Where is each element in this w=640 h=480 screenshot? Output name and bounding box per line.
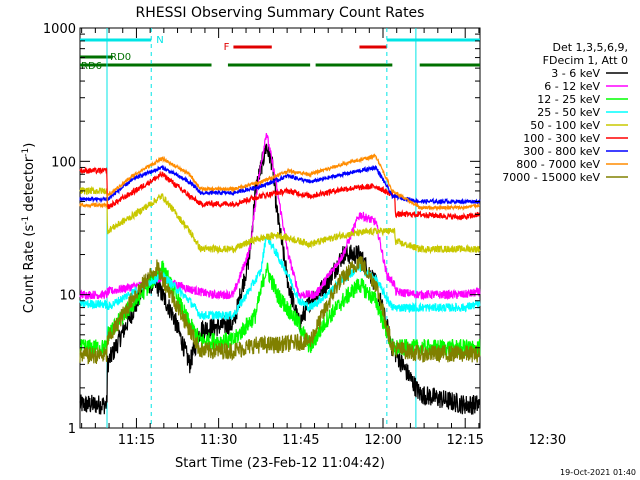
x-tick-label: 11:15 [118, 433, 155, 448]
flag-label-rd0: RD0 [110, 52, 131, 63]
legend-entry-label: 25 - 50 keV [537, 106, 600, 119]
x-axis-label: Start Time (23-Feb-12 11:04:42) [175, 456, 385, 471]
legend-entry-label: 3 - 6 keV [551, 67, 600, 80]
legend-entry-label: 7000 - 15000 keV [502, 171, 600, 184]
y-axis-label-sup: -1 [21, 216, 31, 225]
series-line [79, 166, 481, 221]
legend-entry-label: 50 - 100 keV [530, 119, 600, 132]
y-tick-label: 100 [51, 155, 76, 170]
x-tick-label: 11:30 [200, 433, 237, 448]
legend-entry-label: 100 - 300 keV [523, 132, 600, 145]
legend: Det 1,3,5,6,9, FDecim 1, Att 0 3 - 6 keV… [502, 41, 628, 184]
flag-label-n: N [156, 35, 163, 46]
axes: 1 10 100 1000 11:15 11:30 11:45 12:00 12:15 12:30 [43, 22, 566, 448]
x-tick-label: 12:15 [446, 433, 483, 448]
flag-label-f: F [224, 42, 230, 53]
chart-title: RHESSI Observing Summary Count Rates [136, 5, 425, 21]
legend-entry-label: 800 - 7000 keV [516, 158, 600, 171]
series-line [79, 153, 481, 212]
series-line [79, 164, 481, 206]
legend-entry-label: 300 - 800 keV [523, 145, 600, 158]
series-line [79, 185, 481, 255]
legend-header-line: FDecim 1, Att 0 [543, 54, 628, 67]
y-axis-label: Count Rate (s-1 detector-1) [21, 143, 37, 314]
y-tick-label: 10 [59, 289, 76, 304]
plot-frame [79, 27, 481, 429]
series-group [79, 133, 481, 415]
legend-entry-label: 6 - 12 keV [544, 80, 600, 93]
y-tick-label: 1000 [43, 22, 76, 37]
series-line [79, 256, 481, 365]
x-tick-label: 12:00 [364, 433, 401, 448]
x-tick-label: 11:45 [282, 433, 319, 448]
y-axis-label-part: ) [22, 143, 37, 148]
series-line [79, 133, 481, 301]
night-guide-lines [106, 28, 417, 428]
y-axis-label-sup: -1 [21, 148, 31, 157]
y-tick-label: 1 [68, 422, 76, 437]
legend-header-line: Det 1,3,5,6,9, [552, 41, 628, 54]
series-line [79, 143, 481, 415]
legend-entry-label: 12 - 25 keV [537, 93, 600, 106]
flag-label-rd6: RD6 [81, 61, 102, 72]
x-tick-label: 12:30 [529, 433, 566, 448]
y-axis-label-part: Count Rate (s [22, 225, 37, 314]
observing-flags: N F RD0 RD6 [80, 35, 480, 72]
timestamp: 19-Oct-2021 01:40 [560, 468, 636, 477]
y-axis-label-part: detector [22, 156, 37, 216]
